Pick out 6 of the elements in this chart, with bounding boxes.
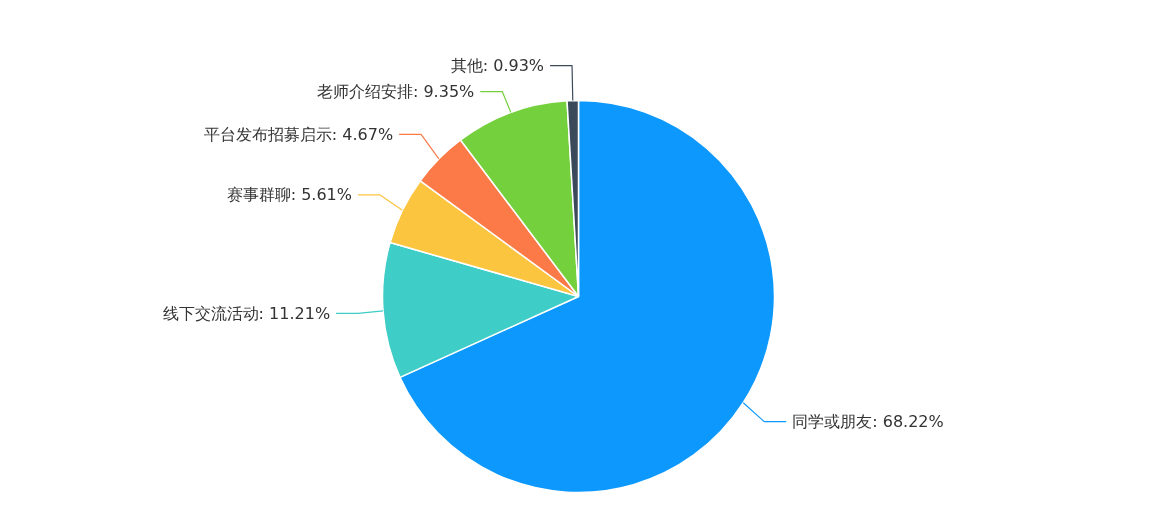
- slice-label: 平台发布招募启示: 4.67%: [203, 124, 394, 144]
- slice-label: 其他: 0.93%: [450, 56, 545, 76]
- slice-label: 老师介绍安排: 9.35%: [316, 82, 475, 102]
- slice-label: 线下交流活动: 11.21%: [162, 303, 331, 323]
- slice-label: 同学或朋友: 68.22%: [792, 412, 944, 432]
- slice-label: 赛事群聊: 5.61%: [226, 185, 352, 205]
